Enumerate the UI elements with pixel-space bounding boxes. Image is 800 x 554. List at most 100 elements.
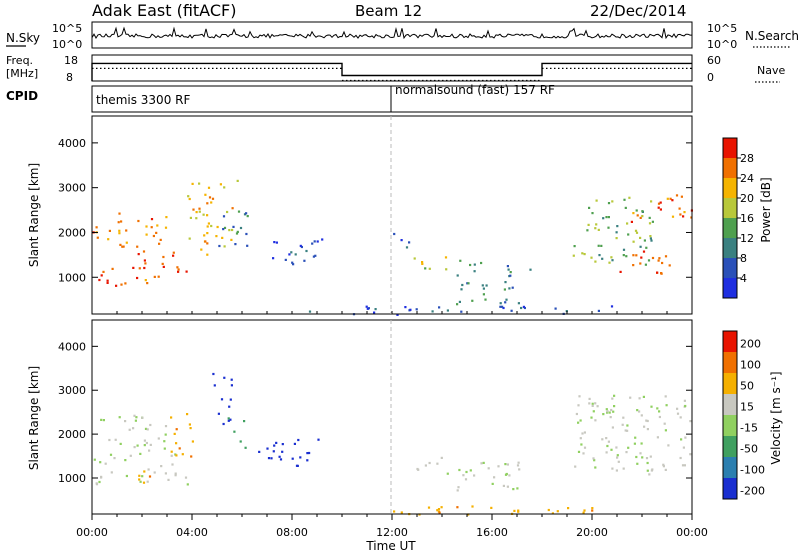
echo-cell: [144, 427, 148, 430]
echo-cell: [143, 266, 146, 270]
echo-cell: [115, 284, 118, 287]
echo-cell: [616, 454, 619, 457]
echo-cell: [143, 444, 146, 447]
echo-cell: [615, 446, 618, 449]
echo-cell: [155, 231, 158, 234]
echo-cell: [583, 431, 586, 434]
x-tick-label: 08:00: [276, 526, 308, 539]
echo-cell: [135, 416, 138, 419]
echo-cell: [607, 202, 611, 205]
echo-cell: [622, 248, 626, 251]
echo-cell: [440, 506, 443, 509]
echo-cell: [592, 410, 595, 413]
echo-cell: [228, 229, 231, 232]
echo-cell: [467, 282, 470, 285]
echo-cell: [642, 250, 646, 253]
echo-cell: [512, 488, 515, 491]
echo-cell: [229, 398, 232, 401]
echo-cell: [602, 413, 605, 416]
echo-cell: [481, 284, 484, 287]
echo-cell: [591, 509, 594, 512]
echo-cell: [582, 511, 585, 514]
echo-cell: [142, 250, 146, 253]
echo-cell: [577, 450, 581, 453]
echo-cell: [297, 438, 300, 442]
echo-cell: [591, 507, 594, 510]
colorbar-tick-label: -100: [740, 464, 765, 477]
echo-cell: [505, 298, 508, 301]
echo-cell: [427, 506, 431, 509]
echo-cell: [458, 300, 461, 303]
echo-cell: [428, 267, 431, 270]
echo-cell: [635, 254, 638, 257]
echo-cell: [203, 234, 206, 237]
echo-cell: [465, 470, 468, 474]
echo-cell: [153, 471, 156, 474]
echo-cell: [159, 238, 162, 241]
echo-cell: [311, 242, 314, 245]
x-tick-label: 00:00: [676, 526, 708, 539]
echo-cell: [624, 429, 627, 432]
echo-cell: [188, 197, 191, 201]
echo-cell: [640, 414, 643, 417]
colorbar-tick-label: 12: [740, 232, 754, 245]
echo-cell: [133, 414, 136, 417]
nsky-trace: [91, 26, 692, 47]
echo-cell: [204, 193, 207, 196]
echo-cell: [409, 308, 412, 311]
echo-cell: [120, 283, 123, 286]
cpid-label: CPID: [6, 89, 38, 103]
echo-cell: [288, 253, 291, 256]
echo-cell: [607, 216, 610, 219]
echo-cell: [146, 480, 149, 483]
echo-cell: [456, 506, 459, 509]
echo-cell: [610, 256, 613, 259]
echo-cell: [133, 446, 136, 449]
echo-cell: [605, 216, 608, 219]
echo-cell: [462, 474, 465, 477]
echo-cell: [600, 244, 603, 247]
echo-cell: [581, 432, 584, 435]
echo-cell: [313, 240, 316, 243]
echo-cell: [172, 254, 175, 257]
echo-cell: [153, 275, 156, 278]
echo-cell: [188, 237, 191, 240]
colorbar-swatch: [723, 478, 737, 499]
echo-cell: [157, 437, 160, 440]
echo-cell: [230, 238, 233, 241]
echo-cell: [572, 254, 575, 257]
echo-cell: [458, 468, 461, 472]
echo-cell: [635, 455, 638, 459]
echo-cell: [272, 450, 275, 453]
echo-cell: [588, 397, 591, 400]
colorbar-tick-label: -50: [740, 443, 758, 456]
echo-cell: [136, 276, 139, 280]
echo-cell: [503, 288, 506, 291]
echo-cell: [606, 410, 609, 413]
echo-cell: [639, 216, 642, 219]
echo-cell: [400, 511, 403, 514]
echo-cell: [611, 426, 614, 429]
freq-trace: [91, 62, 692, 82]
echo-cell: [663, 422, 666, 425]
velocity-ylabel: Slant Range [km]: [27, 366, 41, 470]
echo-cell: [682, 446, 685, 449]
echo-cell: [125, 474, 128, 478]
echo-cell: [636, 462, 639, 465]
date-title: 22/Dec/2014: [590, 2, 686, 20]
echo-cell: [593, 459, 596, 462]
echo-cell: [622, 467, 625, 470]
echo-cell: [291, 261, 294, 264]
echo-cell: [279, 458, 283, 461]
echo-cell: [208, 196, 212, 199]
echo-cell: [581, 252, 584, 255]
y-tick-label: 4000: [58, 137, 86, 150]
echo-cell: [312, 255, 315, 258]
echo-cell: [141, 416, 144, 419]
echo-cell: [299, 244, 302, 247]
echo-cell: [518, 468, 521, 471]
echo-cell: [595, 223, 598, 226]
colorbar-swatch: [723, 178, 737, 198]
echo-cell: [235, 232, 239, 235]
echo-cell: [306, 459, 309, 462]
